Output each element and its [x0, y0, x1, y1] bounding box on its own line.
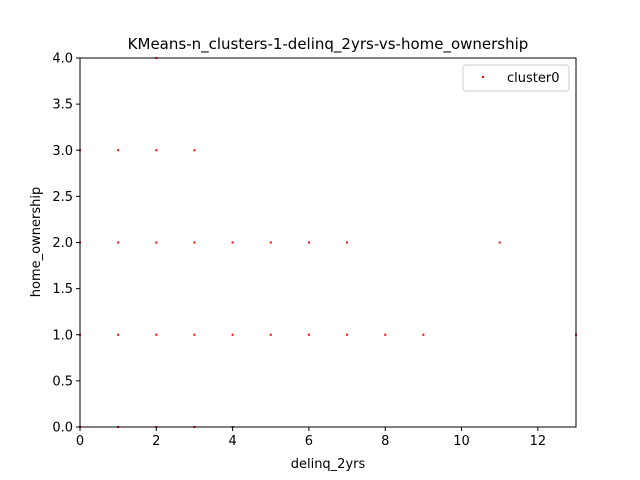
data-point — [193, 241, 196, 244]
plot-frame — [79, 57, 577, 428]
legend-marker — [482, 76, 484, 78]
data-point — [269, 333, 272, 336]
y-tick-label: 3.0 — [52, 144, 73, 159]
y-tick-label: 1.5 — [52, 282, 73, 297]
data-point — [117, 149, 120, 152]
legend-box — [462, 64, 570, 92]
data-point — [307, 241, 310, 244]
y-tick-label: 1.0 — [52, 328, 73, 343]
y-tick-label: 0.0 — [52, 421, 73, 436]
x-tick-label: 10 — [453, 434, 470, 449]
x-axis-label: delinq_2yrs — [291, 457, 366, 472]
y-tick-label: 2.0 — [52, 236, 73, 251]
plot-area — [79, 57, 577, 428]
legend: cluster0 — [462, 64, 570, 92]
y-axis: 0.0 0.5 1.0 1.5 2.0 2.5 3.0 3.5 4.0 — [52, 52, 80, 436]
data-point — [155, 241, 158, 244]
y-tick-label: 0.5 — [52, 374, 73, 389]
data-point — [193, 149, 196, 152]
y-tick-label: 3.5 — [52, 98, 73, 113]
x-tick-label: 2 — [152, 434, 160, 449]
y-tick-label: 4.0 — [52, 52, 73, 67]
data-point — [307, 333, 310, 336]
data-point — [422, 333, 425, 336]
legend-label-cluster0: cluster0 — [507, 71, 559, 86]
x-tick-label: 12 — [530, 434, 547, 449]
data-point — [346, 333, 349, 336]
x-tick-label: 0 — [76, 434, 84, 449]
x-tick-label: 8 — [381, 434, 389, 449]
data-point — [155, 333, 158, 336]
data-point — [384, 333, 387, 336]
chart-title: KMeans-n_clusters-1-delinq_2yrs-vs-home_… — [128, 35, 529, 54]
y-tick-label: 2.5 — [52, 190, 73, 205]
data-point — [117, 241, 120, 244]
data-point — [193, 333, 196, 336]
data-point — [498, 241, 501, 244]
data-point — [231, 333, 234, 336]
data-point — [155, 149, 158, 152]
x-axis: 0 2 4 6 8 10 12 — [76, 427, 546, 449]
x-tick-label: 4 — [228, 434, 236, 449]
y-axis-label: home_ownership — [29, 187, 44, 297]
data-point — [269, 241, 272, 244]
data-point — [231, 241, 234, 244]
x-tick-label: 6 — [305, 434, 313, 449]
data-point — [346, 241, 349, 244]
data-point — [117, 333, 120, 336]
